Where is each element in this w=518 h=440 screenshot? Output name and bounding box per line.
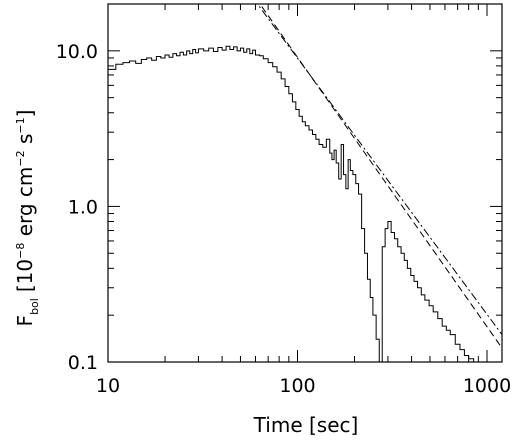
y-axis-label-exp3: −1 [14,117,27,133]
x-tick-label: 100 [279,375,315,397]
y-axis-label-close: ] [13,110,37,118]
y-axis-label-exp2: −2 [14,150,27,166]
y-tick-label: 1.0 [68,196,98,218]
y-tick-label: 0.1 [68,352,98,374]
y-axis-label-exp1: −8 [14,243,27,259]
y-axis-label-mid2: s [13,134,37,151]
series-line-dashed [259,4,502,349]
y-tick-label: 10.0 [56,41,98,63]
plot-frame [107,3,503,363]
y-axis-label-open: [10 [13,259,37,292]
y-axis-label-mid: erg cm [13,167,37,243]
y-axis-label-prefix: F [13,315,37,327]
tick-labels: 10 100 1000 0.1 1.0 10.0 [56,41,511,397]
series-layer [108,4,502,362]
series-line-dash-dot [256,4,502,335]
axis-ticks [107,3,502,363]
y-axis-label-sub: bol [28,298,41,315]
y-axis-label: Fbol [10−8 erg cm−2 s−1] [13,110,41,327]
x-tick-label: 10 [96,375,120,397]
x-axis-label: Time [sec] [253,413,359,437]
series-line-step [108,45,502,362]
x-tick-label: 1000 [463,375,511,397]
